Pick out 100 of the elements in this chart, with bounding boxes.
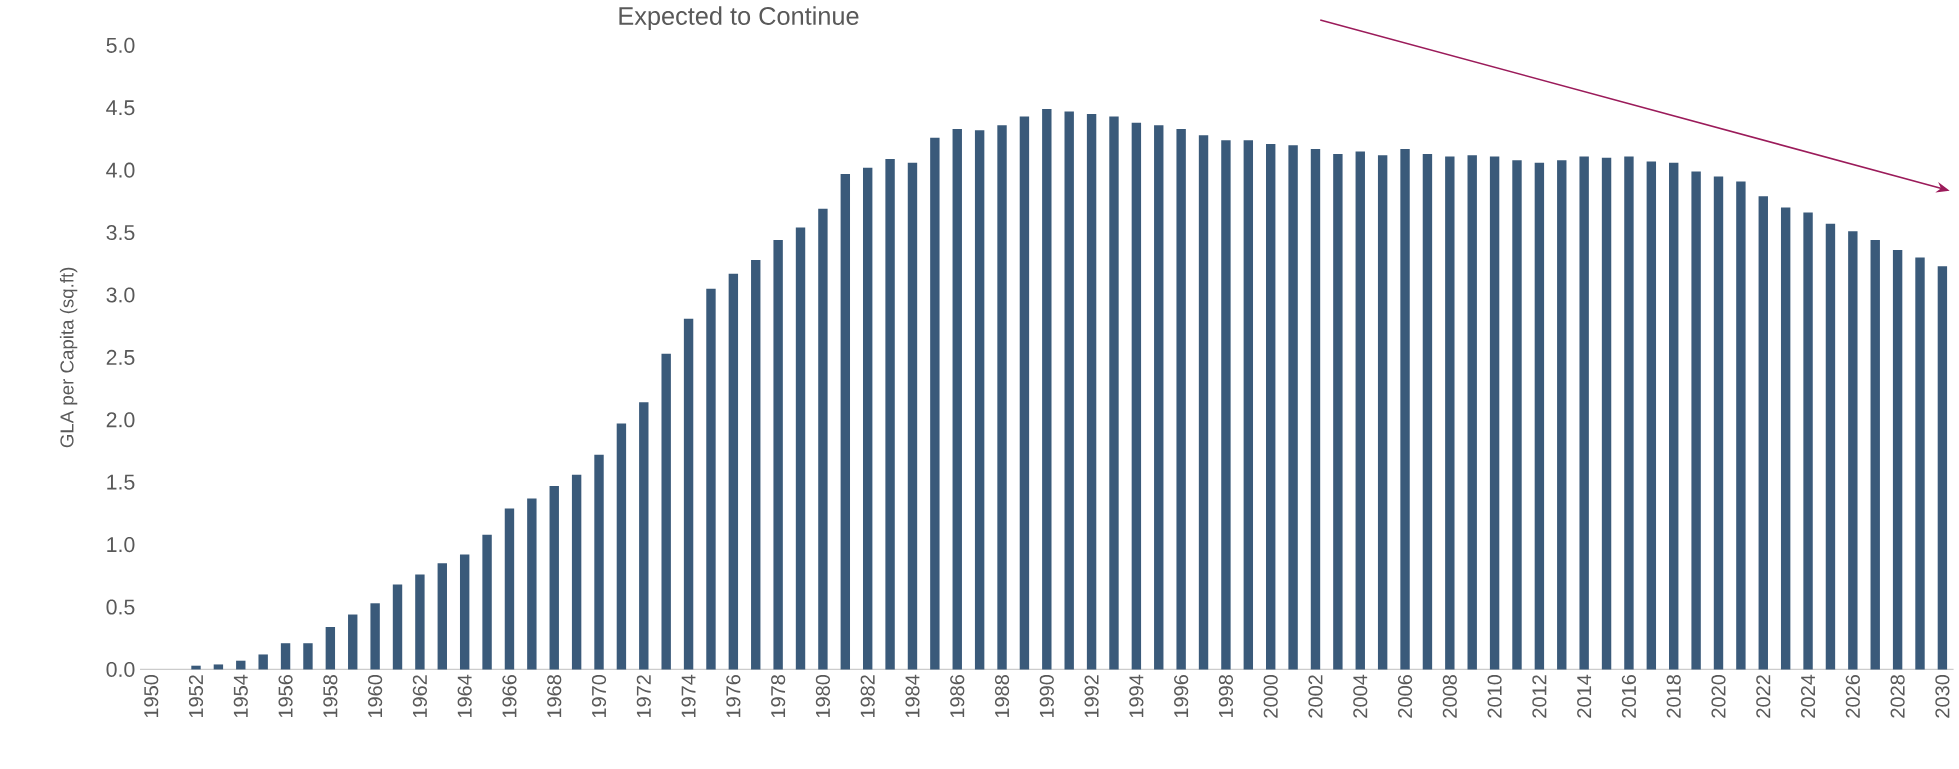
bar bbox=[661, 353, 671, 670]
chart-title: Expected to Continue bbox=[619, 6, 859, 30]
bar bbox=[1557, 159, 1567, 670]
bar bbox=[1400, 148, 1410, 670]
x-tick-label: 1972 bbox=[636, 674, 651, 717]
y-tick-label: 2.0 bbox=[106, 412, 135, 428]
x-tick-label: 2030 bbox=[1935, 674, 1950, 718]
bar bbox=[1333, 153, 1343, 670]
x-tick-label: 2020 bbox=[1711, 674, 1726, 718]
bar bbox=[1534, 162, 1545, 670]
bar bbox=[728, 273, 739, 670]
bar bbox=[862, 167, 873, 670]
bar bbox=[549, 485, 559, 670]
x-tick-label: 2010 bbox=[1487, 674, 1502, 718]
x-tick-label: 2022 bbox=[1756, 674, 1771, 718]
y-tick-label: 5.0 bbox=[106, 37, 135, 53]
bar bbox=[1019, 116, 1030, 670]
bar bbox=[1669, 162, 1679, 670]
bar bbox=[571, 474, 582, 670]
bar bbox=[1243, 139, 1254, 670]
bar bbox=[1176, 128, 1186, 670]
bar bbox=[504, 508, 515, 670]
bar bbox=[1624, 156, 1634, 670]
bar bbox=[482, 534, 492, 670]
bar bbox=[1042, 108, 1052, 670]
x-tick-label: 2026 bbox=[1845, 674, 1860, 718]
bar bbox=[1736, 181, 1746, 670]
x-tick-label: 1958 bbox=[323, 674, 338, 717]
bar bbox=[1646, 161, 1657, 670]
y-tick-label: 2.5 bbox=[106, 349, 135, 365]
bar bbox=[795, 227, 806, 670]
bar bbox=[1825, 223, 1836, 670]
bar bbox=[885, 158, 895, 670]
bar bbox=[1064, 111, 1074, 670]
y-tick-label: 1.0 bbox=[107, 536, 135, 552]
bar bbox=[1086, 113, 1097, 670]
bar bbox=[1601, 157, 1612, 670]
x-tick-label: 1954 bbox=[233, 674, 248, 717]
x-tick-label: 1994 bbox=[1129, 674, 1144, 717]
bar bbox=[1288, 144, 1298, 670]
x-tick-label: 2006 bbox=[1397, 674, 1413, 718]
x-tick-label: 1950 bbox=[144, 674, 159, 717]
x-tick-label: 1986 bbox=[950, 674, 965, 717]
x-tick-label: 2008 bbox=[1442, 674, 1457, 718]
bar bbox=[1758, 196, 1768, 670]
bar bbox=[974, 129, 985, 670]
bar bbox=[1489, 156, 1500, 670]
x-tick-label: 1974 bbox=[681, 674, 696, 717]
x-tick-label: 1998 bbox=[1218, 674, 1233, 717]
x-tick-label: 1988 bbox=[994, 674, 1010, 717]
bar bbox=[1445, 156, 1455, 670]
y-tick-label: 4.0 bbox=[106, 162, 135, 178]
x-tick-label: 1976 bbox=[726, 674, 741, 717]
bar bbox=[1109, 116, 1119, 670]
bar bbox=[527, 498, 537, 670]
bar bbox=[773, 239, 783, 670]
bar bbox=[997, 125, 1007, 670]
bar bbox=[1377, 154, 1388, 670]
y-tick-label: 3.5 bbox=[106, 224, 135, 240]
bar bbox=[1467, 154, 1477, 670]
bar bbox=[952, 128, 962, 670]
bar bbox=[1803, 212, 1813, 670]
bar bbox=[1422, 153, 1433, 670]
bar bbox=[1131, 122, 1142, 670]
bar bbox=[1154, 125, 1164, 670]
bar bbox=[1512, 159, 1522, 670]
bar bbox=[683, 318, 694, 670]
x-tick-label: 1960 bbox=[368, 674, 383, 717]
bar bbox=[1780, 207, 1791, 670]
bar bbox=[1713, 176, 1724, 670]
bar bbox=[1848, 231, 1858, 670]
x-tick-label: 1992 bbox=[1084, 674, 1099, 717]
x-tick-label: 2012 bbox=[1532, 674, 1547, 718]
bar bbox=[348, 614, 358, 670]
bar bbox=[1579, 156, 1589, 670]
x-tick-label: 1970 bbox=[591, 674, 607, 717]
x-tick-label: 2000 bbox=[1263, 674, 1278, 718]
y-tick-label: 1.5 bbox=[107, 474, 135, 490]
bar bbox=[639, 402, 649, 670]
bar bbox=[1266, 143, 1276, 670]
bar bbox=[415, 574, 425, 670]
bar bbox=[1221, 139, 1231, 670]
bar bbox=[907, 162, 918, 670]
bar bbox=[706, 288, 716, 670]
x-tick-label: 2024 bbox=[1800, 674, 1816, 718]
bar bbox=[1892, 249, 1903, 670]
x-tick-label: 1982 bbox=[860, 674, 875, 717]
bar bbox=[258, 654, 268, 670]
y-tick-label: 3.0 bbox=[106, 287, 135, 303]
bar bbox=[1915, 257, 1925, 670]
y-axis-title: GLA per Capita (sq.ft) bbox=[59, 267, 78, 448]
bar bbox=[594, 454, 604, 670]
x-tick-label: 2002 bbox=[1308, 674, 1323, 718]
bar bbox=[751, 259, 761, 670]
bar bbox=[280, 643, 291, 670]
x-tick-label: 2016 bbox=[1621, 674, 1637, 718]
bar bbox=[1691, 171, 1701, 670]
x-tick-label: 1990 bbox=[1039, 674, 1054, 717]
y-tick-label: 0.5 bbox=[106, 599, 135, 615]
bar bbox=[1198, 134, 1209, 670]
